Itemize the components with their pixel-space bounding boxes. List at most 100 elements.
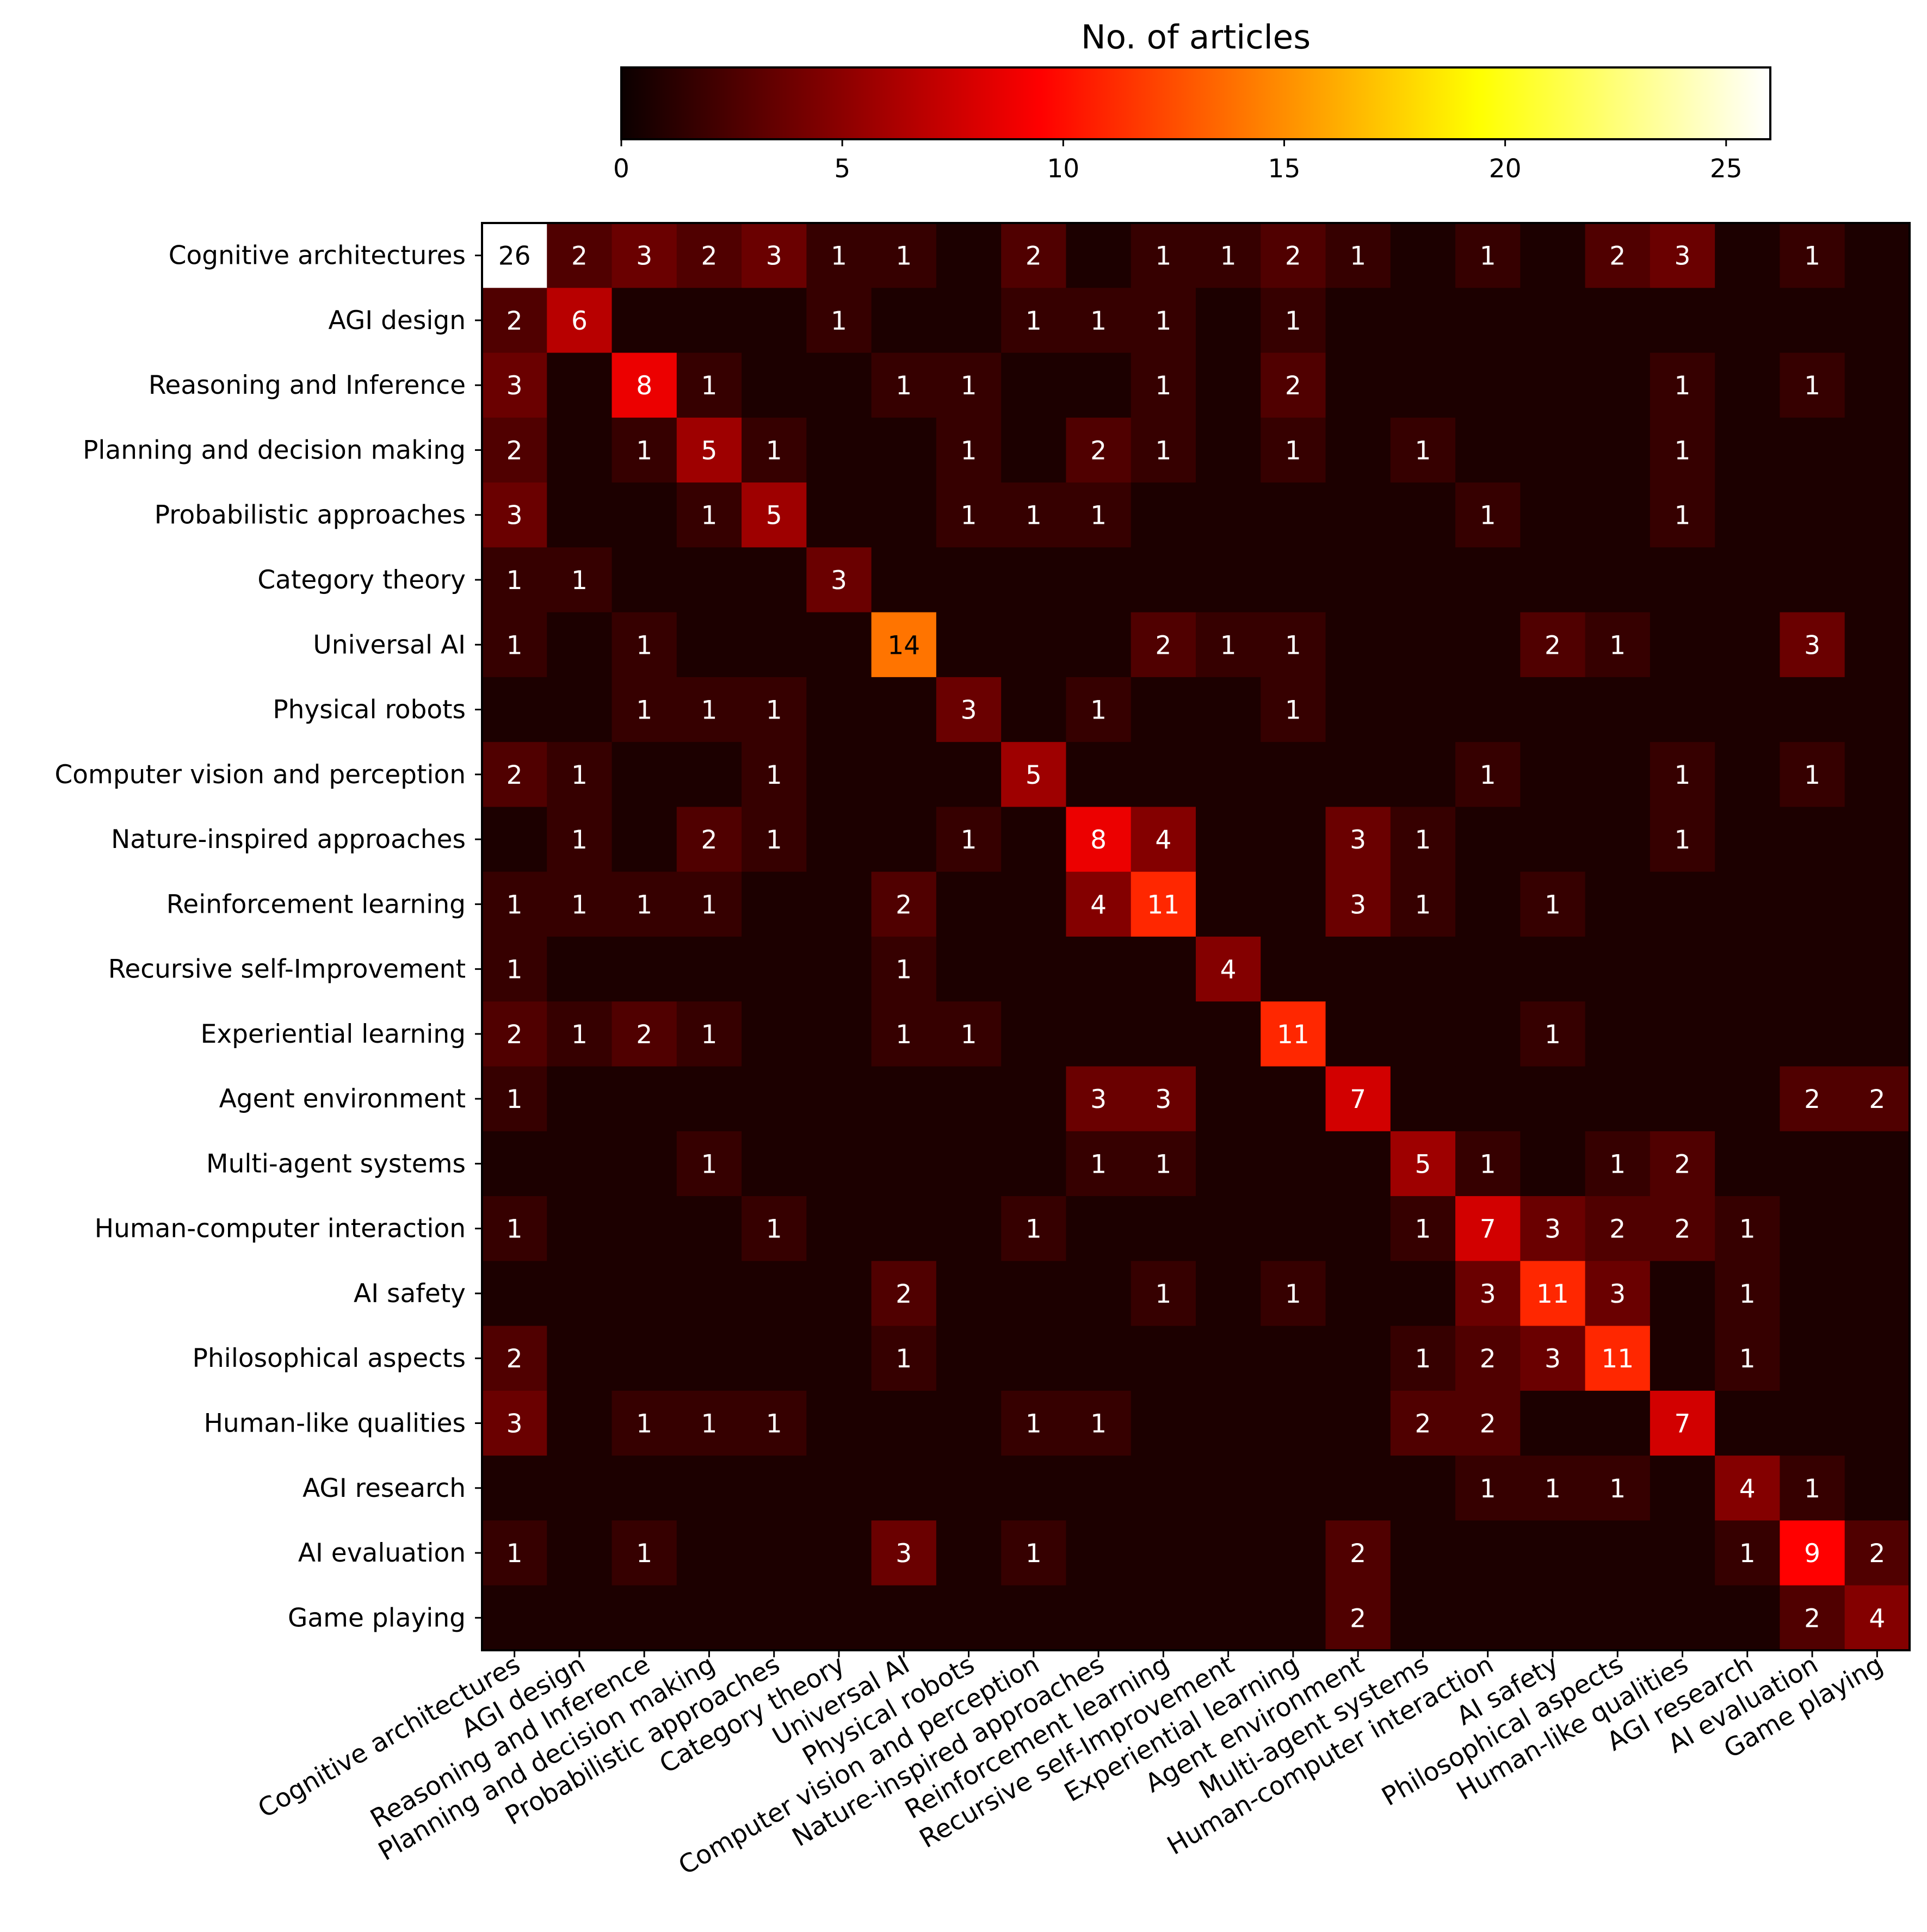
cell-value-label: 1: [701, 371, 717, 401]
cell-value-label: 2: [571, 242, 588, 271]
cell-value-label: 2: [1155, 630, 1171, 660]
heatmap-cell: [612, 1196, 677, 1261]
y-tick-label: AGI research: [302, 1473, 466, 1503]
heatmap-cell: [1390, 288, 1456, 354]
heatmap-cell: [1001, 1326, 1067, 1391]
cell-value-label: 1: [1675, 501, 1691, 531]
heatmap-cell: [1195, 288, 1261, 354]
heatmap-cell: [1195, 1585, 1261, 1651]
heatmap-cell: [1715, 936, 1780, 1002]
cell-value-label: 3: [1350, 890, 1366, 920]
heatmap-cell: [1520, 742, 1586, 808]
colorbar-tick-label: 10: [1047, 154, 1079, 184]
heatmap-cell: [1261, 612, 1326, 678]
cell-value-label: 1: [1350, 242, 1366, 271]
heatmap-cell: [1520, 352, 1586, 418]
cell-value-label: 3: [1609, 1279, 1626, 1309]
heatmap-cell: [871, 807, 937, 872]
heatmap-cell: [871, 547, 937, 613]
heatmap-cell: [936, 677, 1002, 742]
heatmap-cell: [1390, 1456, 1456, 1521]
colorbar-title: No. of articles: [1081, 18, 1311, 57]
heatmap-cell: [1390, 936, 1456, 1002]
cell-value-label: 3: [1545, 1344, 1561, 1374]
heatmap-cell: [1066, 742, 1132, 808]
heatmap-cell: [1585, 612, 1651, 678]
heatmap-cell: [547, 1001, 613, 1067]
heatmap-cell: [871, 1066, 937, 1132]
heatmap-cell: [1585, 1066, 1651, 1132]
cell-value-label: 3: [831, 566, 847, 596]
heatmap-cell: [1844, 1326, 1910, 1391]
heatmap-cell: [1195, 612, 1261, 678]
cell-value-label: 1: [766, 760, 782, 790]
cell-value-label: 1: [1480, 501, 1496, 531]
heatmap-cell: [936, 1261, 1002, 1327]
heatmap-cell: [612, 1390, 677, 1456]
heatmap-cell: [1455, 1066, 1521, 1132]
heatmap-cell: [1325, 352, 1391, 418]
cell-value-label: 1: [1090, 501, 1107, 531]
cell-value-label: 2: [1609, 1215, 1626, 1244]
heatmap-cell: [1131, 1390, 1196, 1456]
heatmap-cell: [1780, 288, 1845, 354]
cell-value-label: 1: [1415, 890, 1431, 920]
heatmap-cell: [1455, 1131, 1521, 1197]
cell-value-label: 1: [1285, 436, 1301, 466]
cell-value-label: 1: [507, 890, 523, 920]
heatmap-cell: [547, 936, 613, 1002]
cell-value-label: 2: [507, 436, 523, 466]
heatmap-cell: [1520, 1261, 1586, 1327]
heatmap-cell: [1390, 1066, 1456, 1132]
heatmap-cell: [1585, 936, 1651, 1002]
heatmap-cell: [1325, 612, 1391, 678]
heatmap-cell: [1195, 1261, 1261, 1327]
heatmap-cell: [806, 1131, 872, 1197]
y-axis: Cognitive architectures AGI design Reasoni…: [54, 241, 482, 1633]
heatmap-cell: [612, 1520, 677, 1586]
cell-value-label: 2: [507, 1020, 523, 1050]
heatmap-cell: [1261, 547, 1326, 613]
heatmap-cell: [871, 352, 937, 418]
heatmap-cell: [936, 936, 1002, 1002]
heatmap-cell: [676, 677, 742, 742]
cell-value-label: 2: [1869, 1539, 1885, 1569]
cell-value-label: 1: [961, 371, 977, 401]
heatmap-cell: [1455, 223, 1521, 288]
heatmap-cell: [1390, 417, 1456, 483]
heatmap-cell: [547, 677, 613, 742]
heatmap-cell: [482, 1456, 547, 1521]
cell-value-label: 8: [636, 371, 652, 401]
cell-value-label: 1: [1739, 1215, 1756, 1244]
heatmap-cell: [1585, 1390, 1651, 1456]
heatmap-cell: [1455, 1326, 1521, 1391]
cell-value-label: 1: [961, 825, 977, 855]
heatmap-cell: [1066, 807, 1132, 872]
heatmap-cell: [1715, 807, 1780, 872]
cell-value-label: 4: [1220, 955, 1237, 985]
heatmap-cell: [1261, 1131, 1326, 1197]
heatmap-cell: [1780, 936, 1845, 1002]
heatmap-cell: [806, 417, 872, 483]
heatmap-cell: [1585, 352, 1651, 418]
heatmap-cell: [1844, 223, 1910, 288]
heatmap-cell: [1001, 1456, 1067, 1521]
heatmap-cell: [936, 742, 1002, 808]
cell-value-label: 1: [1155, 1279, 1171, 1309]
heatmap-cell: [1390, 1390, 1456, 1456]
cell-value-label: 3: [1350, 825, 1366, 855]
heatmap-cell: [676, 1261, 742, 1327]
heatmap-cell: [742, 1326, 807, 1391]
heatmap-cell: [547, 547, 613, 613]
cell-value-label: 1: [961, 1020, 977, 1050]
heatmap-cell: [742, 807, 807, 872]
heatmap-cell: [1001, 807, 1067, 872]
heatmap-cell: [547, 482, 613, 548]
cell-value-label: 1: [1155, 371, 1171, 401]
heatmap-cell: [1650, 1131, 1715, 1197]
cell-value-label: 1: [701, 1409, 717, 1439]
heatmap-cell: [1195, 742, 1261, 808]
heatmap-cell: [1650, 612, 1715, 678]
heatmap-cell: [1650, 288, 1715, 354]
